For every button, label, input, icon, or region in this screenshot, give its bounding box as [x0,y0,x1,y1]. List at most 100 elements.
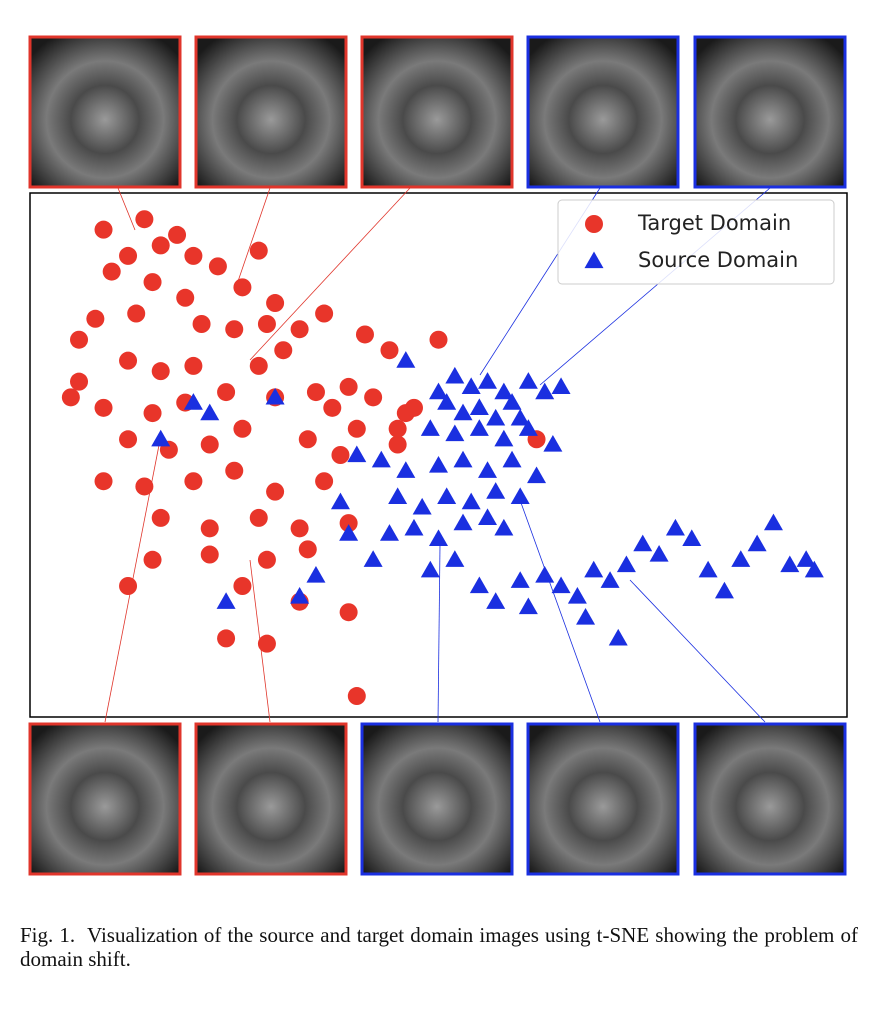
data-point [70,372,89,391]
thumbnails [28,35,847,876]
legend-marker [585,215,603,233]
data-point [274,341,293,360]
data-point [119,430,138,449]
mri-thumbnail [693,722,847,876]
data-point [355,325,374,344]
legend-marker [584,251,604,269]
data-point [184,246,203,265]
data-point [347,419,366,438]
data-point [682,529,702,546]
data-point [249,241,268,260]
data-point [94,398,113,417]
data-point [412,497,432,515]
data-point [70,330,89,349]
data-point [510,408,530,426]
data-point [486,592,506,609]
data-point [404,518,424,536]
connector [117,187,136,231]
data-point [135,210,154,229]
mri-thumbnail [693,35,847,189]
data-point [298,430,317,449]
data-point [510,487,530,505]
data-point [200,545,219,564]
data-point [469,576,489,594]
data-point [200,403,220,421]
data-point [396,351,416,368]
data-point [494,382,514,400]
data-point [61,388,80,407]
data-point [527,466,547,484]
connector [249,187,411,361]
data-point [420,419,440,436]
data-point [780,555,800,573]
data-point [445,424,465,442]
data-point [143,273,162,292]
data-point [257,315,276,333]
data-point [249,508,268,527]
data-point [151,508,170,527]
data-point [478,461,498,478]
data-point [518,419,538,436]
data-point [200,519,219,538]
data-point [388,487,408,505]
data-point [257,634,276,653]
data-point [249,356,268,375]
mri-thumbnail [526,722,680,876]
data-point [567,586,587,604]
data-point [216,592,236,609]
data-point [478,508,498,526]
connector [519,499,601,723]
data-point [339,377,358,396]
caption: Fig. 1. Visualization of the source and … [20,923,864,971]
data-point [698,560,718,578]
data-point [184,472,203,491]
data-point [396,461,416,478]
data-point [298,540,317,559]
data-point [445,550,465,567]
data-point [429,455,448,473]
data-point [217,629,236,648]
data-point [347,445,367,463]
data-point [380,341,399,360]
data-point [363,550,383,567]
data-point [420,560,440,578]
data-point [494,518,514,536]
data-point [151,236,170,255]
data-point [306,566,326,583]
data-point [535,566,555,583]
data-point [453,403,473,421]
data-point [649,545,669,562]
data-point [404,398,423,417]
data-point [551,377,571,395]
data-point [102,262,121,281]
data-point [616,555,636,573]
data-point [266,294,285,313]
data-point [747,534,767,552]
data-point [151,429,171,447]
data-point [469,419,489,436]
data-point [486,482,506,499]
connector [437,544,441,723]
mri-thumbnail [28,722,182,876]
figure: Target Domain Source Domain [28,35,848,876]
data-point [119,577,138,595]
data-point [315,472,334,491]
data-point [429,382,448,400]
data-point [665,518,685,536]
data-point [306,383,325,402]
data-point [290,519,309,538]
data-point [339,603,358,622]
data-point [796,550,816,567]
data-point [135,477,154,496]
mri-thumbnail [360,35,514,189]
data-point [551,576,571,594]
data-point [469,398,489,415]
data-point [183,393,203,410]
data-point [290,586,310,604]
data-point [151,362,170,381]
data-point [518,597,538,615]
data-point [233,577,252,595]
mri-thumbnail [194,722,348,876]
data-point [429,529,448,546]
data-point [347,687,366,706]
